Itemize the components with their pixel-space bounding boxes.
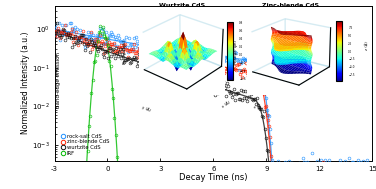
Legend: rock-salt CdS, zinc-blende CdS, wurtzite CdS, IRF: rock-salt CdS, zinc-blende CdS, wurtzite… — [60, 133, 110, 156]
Title: Zinc-blende CdS: Zinc-blende CdS — [262, 3, 319, 8]
Y-axis label: Normalized Intensity (a.u.): Normalized Intensity (a.u.) — [21, 32, 30, 134]
Text: band-edge emission: band-edge emission — [56, 52, 61, 108]
X-axis label: x (Å): x (Å) — [253, 105, 263, 111]
Title: Wurtzite CdS: Wurtzite CdS — [159, 3, 205, 8]
Text: Real(ψe*ψh): Real(ψe*ψh) — [123, 39, 127, 64]
X-axis label: y (Å): y (Å) — [141, 105, 151, 113]
Text: Real(ψe*ψh): Real(ψe*ψh) — [234, 39, 238, 64]
Y-axis label: x (Å): x (Å) — [222, 101, 232, 109]
X-axis label: Decay Time (ns): Decay Time (ns) — [179, 173, 248, 182]
